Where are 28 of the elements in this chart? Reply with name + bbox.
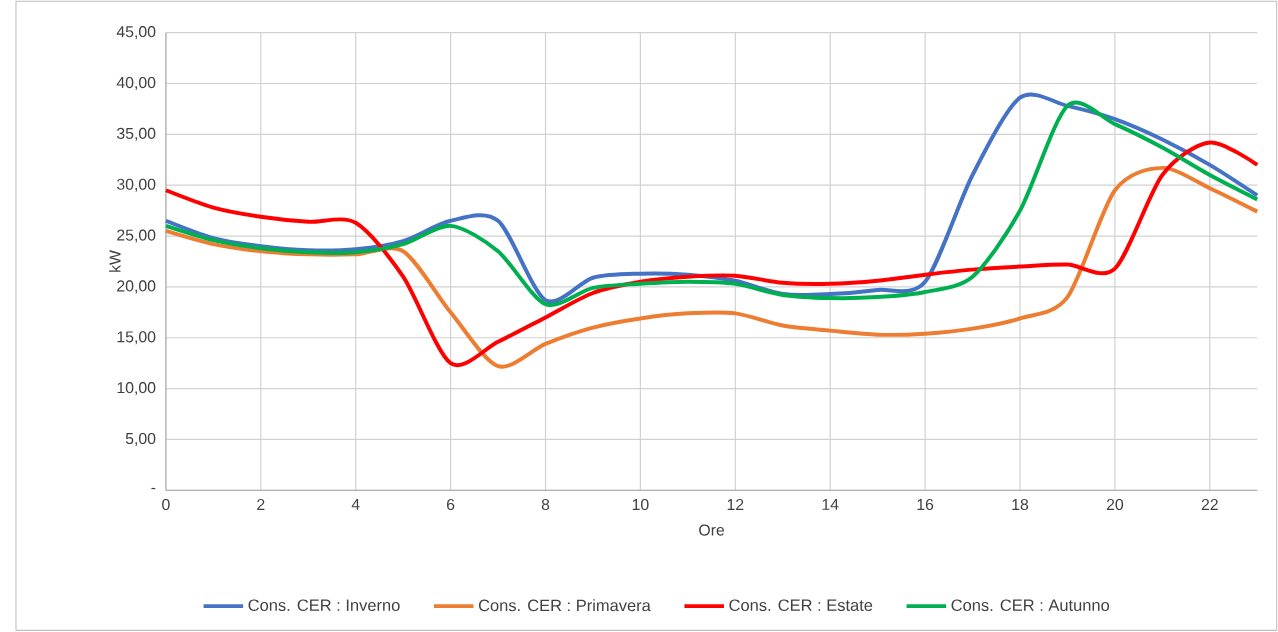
x-axis-title: Ore bbox=[699, 524, 725, 536]
legend-label: Cons. CER : Inverno bbox=[248, 599, 400, 612]
y-tick-label: 35,00 bbox=[116, 127, 156, 142]
legend-label: Cons. CER : Autunno bbox=[951, 599, 1110, 612]
y-tick-label: - bbox=[151, 488, 156, 490]
y-tick-label: 10,00 bbox=[117, 382, 156, 396]
x-tick-label: 22 bbox=[1201, 499, 1218, 511]
y-tick-label: 40,00 bbox=[116, 77, 156, 91]
x-tick-label: 18 bbox=[1012, 499, 1029, 511]
x-tick-label: 8 bbox=[541, 499, 550, 511]
x-tick-label: 20 bbox=[1106, 499, 1124, 511]
y-axis-title: kW bbox=[109, 250, 121, 272]
x-tick-label: 10 bbox=[632, 499, 649, 511]
y-tick-label: 20,00 bbox=[117, 280, 156, 294]
x-tick-label: 6 bbox=[447, 499, 455, 511]
legend-label: Cons. CER : Primavera bbox=[478, 599, 651, 612]
y-tick-label: 5,00 bbox=[125, 433, 156, 447]
y-tick-label: 45,00 bbox=[116, 26, 156, 40]
x-tick-label: 0 bbox=[162, 499, 170, 511]
y-tick-label: 25,00 bbox=[117, 229, 156, 243]
legend-label: Cons. CER : Estate bbox=[729, 599, 873, 612]
x-tick-label: 4 bbox=[351, 499, 360, 510]
x-tick-label: 16 bbox=[917, 499, 934, 511]
x-tick-label: 14 bbox=[822, 499, 839, 510]
x-tick-label: 2 bbox=[257, 499, 265, 511]
y-tick-label: 30,00 bbox=[116, 178, 156, 192]
y-tick-label: 15,00 bbox=[117, 331, 156, 345]
x-tick-label: 12 bbox=[727, 499, 744, 511]
